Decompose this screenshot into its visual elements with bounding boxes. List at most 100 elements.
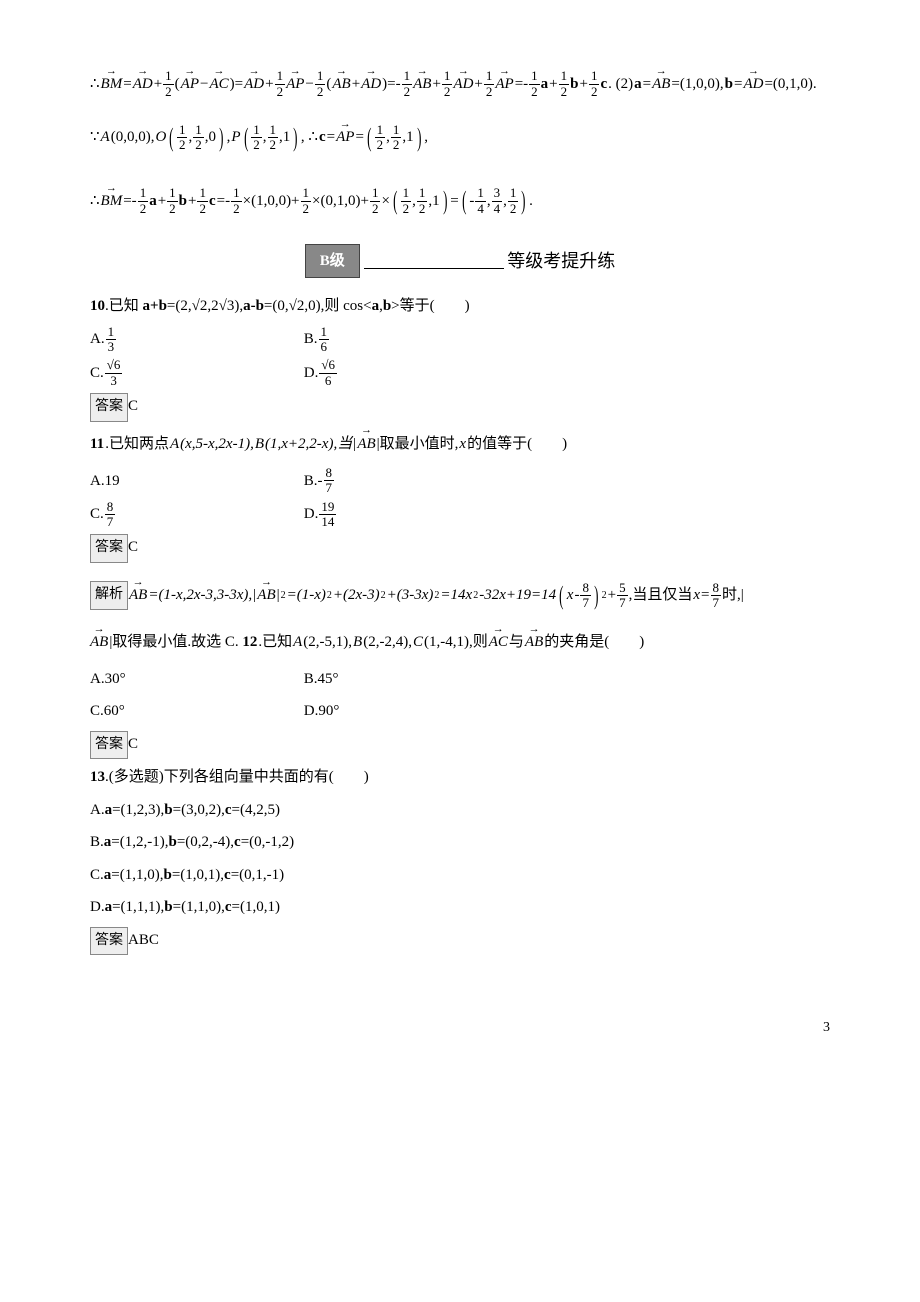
q11-options-row1: A.19 B.-87 <box>90 466 830 496</box>
frac: 13 <box>106 325 117 355</box>
bigparen-left: ( <box>462 176 466 225</box>
answer-value: C <box>128 736 138 752</box>
comma: , <box>386 123 390 152</box>
eq: = <box>701 581 709 610</box>
coords: =(1,2,3), <box>112 802 164 818</box>
comma: , <box>301 123 305 152</box>
frac: 87 <box>711 581 722 611</box>
vec-b-bold: b <box>570 70 578 99</box>
frac: 16 <box>319 325 330 355</box>
expl-text: =(1-x,2x-3,3-3x),| <box>148 581 256 610</box>
plus: + <box>158 187 166 216</box>
coords: =(1,0,0), <box>671 70 723 99</box>
frac: 12 <box>301 186 312 216</box>
opt-a-label: A. <box>90 802 105 818</box>
comma: , <box>263 123 267 152</box>
frac-half: 12 <box>529 69 540 99</box>
stem-tail: 的值等于( ) <box>467 430 567 459</box>
opt-b-label: B. <box>90 834 104 850</box>
q12-answer: 答案C <box>90 730 830 760</box>
eq-neg: =- <box>123 187 136 216</box>
answer-label: 答案 <box>90 393 128 422</box>
frac: 1914 <box>319 500 336 530</box>
opt-d-label: D. <box>304 359 319 388</box>
vec-ad: AD <box>743 70 763 99</box>
expl-text: |取得最小值.故选 C. <box>109 628 238 657</box>
expl-text: +(3-3x) <box>387 581 434 610</box>
coord-z: ,1 <box>402 123 413 152</box>
bigparen-right: ) <box>293 113 297 162</box>
opt-b-label: B.- <box>304 467 323 496</box>
derivation-line-1: ∴ BM = AD + 12 ( AP − AC )= AD + 12 AP −… <box>90 69 612 99</box>
bigparen-right: ) <box>443 176 447 225</box>
opt-d-label: D. <box>304 500 319 529</box>
q-number: 10 <box>90 298 105 314</box>
expl-text: -32x+19=14 <box>479 581 556 610</box>
minus: − <box>200 70 208 99</box>
answer-value: ABC <box>128 932 159 948</box>
vec-c-bold: c <box>234 834 241 850</box>
times-coords: ×(1,0,0)+ <box>243 187 300 216</box>
q11-options-row2: C.87 D.1914 <box>90 500 830 530</box>
vec-ab: AB <box>257 581 275 610</box>
eq: = <box>123 70 131 99</box>
eq-neg: =- <box>515 70 528 99</box>
vec-c-bold: c <box>225 899 232 915</box>
answer-label: 答案 <box>90 927 128 956</box>
expl-text: 时,| <box>722 581 744 610</box>
vec-ad: AD <box>361 70 381 99</box>
q10-answer: 答案C <box>90 392 830 422</box>
derivation-line-2: (2) a = AB =(1,0,0), b = AD =(0,1,0). <box>616 70 817 99</box>
point-a: A <box>170 430 179 459</box>
frac: 12 <box>508 186 519 216</box>
pipe: | <box>277 581 280 610</box>
vec-a-bold: a <box>105 899 113 915</box>
q-number: 11 <box>90 430 104 459</box>
vec-ad: AD <box>244 70 264 99</box>
eq: = <box>355 123 363 152</box>
frac-half: 12 <box>275 69 286 99</box>
vec-ap: AP <box>495 70 513 99</box>
frac: 57 <box>617 581 628 611</box>
vec-ab: AB <box>652 70 670 99</box>
q12-options-row2: C.60° D.90° <box>90 697 830 726</box>
bigparen-left: ( <box>367 113 371 162</box>
eq: = <box>643 70 651 99</box>
frac: 12 <box>177 123 188 153</box>
coords: (1,-4,1),则 <box>424 628 488 657</box>
opt-b-label: B. <box>304 325 318 354</box>
answer-value: C <box>128 398 138 414</box>
plus: + <box>154 70 162 99</box>
frac: 12 <box>370 186 381 216</box>
frac-half: 12 <box>589 69 600 99</box>
expl-text: ,当且仅当 <box>629 581 693 610</box>
eq-neg: =- <box>217 187 230 216</box>
coords: =(0,1,0). <box>764 70 816 99</box>
eq: = <box>327 123 335 152</box>
vec-ab: AB <box>90 628 108 657</box>
frac: √66 <box>319 358 337 388</box>
opt-a-label: A. <box>90 325 105 354</box>
vec-ab: AB <box>357 430 375 459</box>
vec-c-bold: c <box>209 187 216 216</box>
q11-answer: 答案C <box>90 533 830 563</box>
plus: + <box>579 70 587 99</box>
q13-answer: 答案ABC <box>90 926 830 956</box>
derivation-line-3: ∵ A (0,0,0), O ( 12 , 12 ,0 ) , P ( 12 ,… <box>90 113 305 162</box>
frac-half: 12 <box>484 69 495 99</box>
bigparen-left: ( <box>393 176 397 225</box>
coords: =(0,1,-1) <box>231 867 284 883</box>
vec-a-bold: a <box>541 70 549 99</box>
var-x: x <box>459 430 466 459</box>
frac: 12 <box>417 186 428 216</box>
vec-ap: AP <box>286 70 304 99</box>
vec-b-bold: b <box>164 802 172 818</box>
frac: 12 <box>197 186 208 216</box>
derivation-line-4: ∴ c = AP = ( 12 , 12 ,1 ) , <box>308 113 428 162</box>
eq: = <box>450 187 458 216</box>
vec-bm: BM <box>101 187 123 216</box>
vec-ap: AP <box>336 123 354 152</box>
frac-half: 12 <box>163 69 174 99</box>
frac: 12 <box>268 123 279 153</box>
plus: + <box>352 70 360 99</box>
